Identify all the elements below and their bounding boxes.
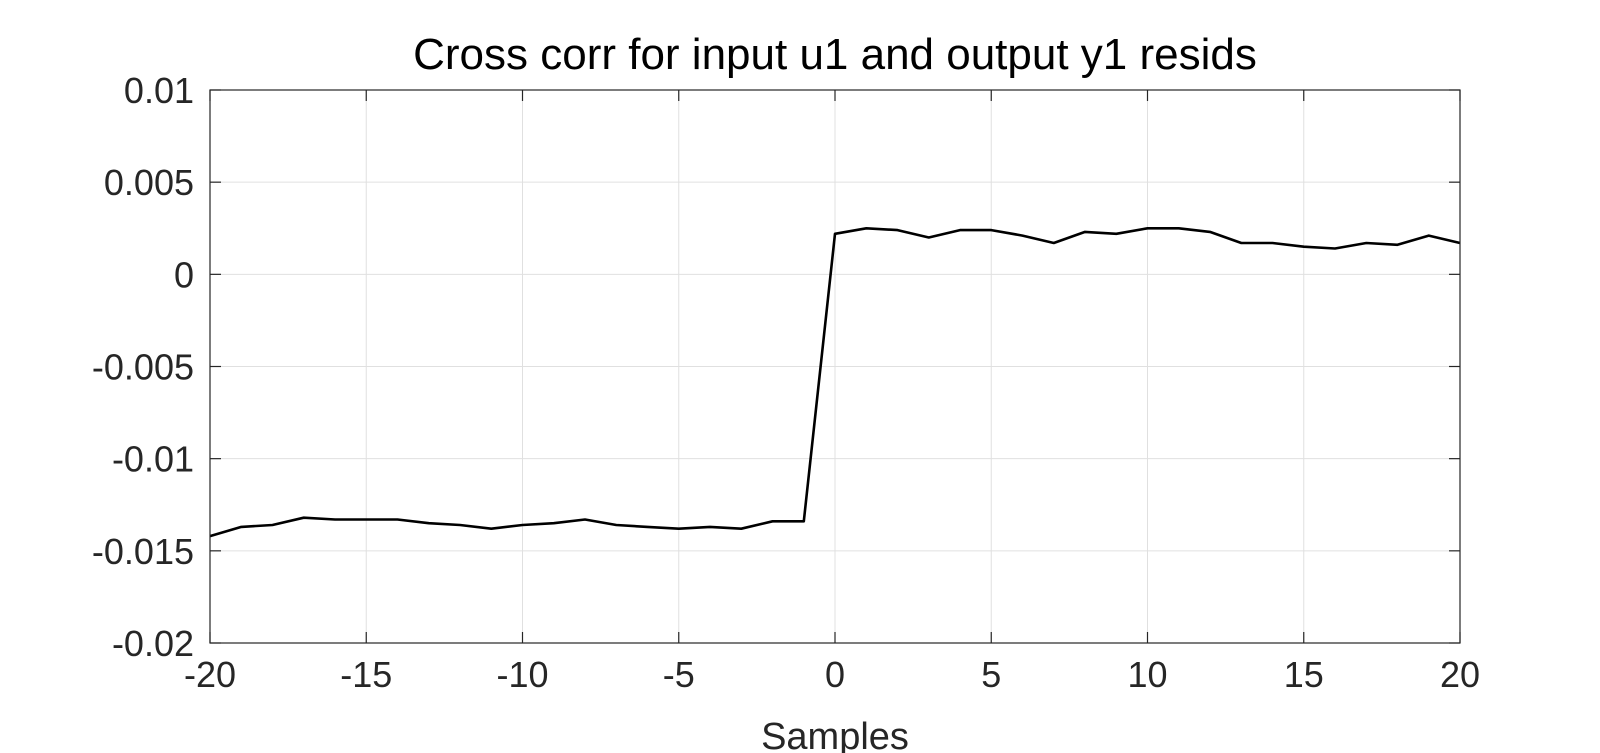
x-tick-label: 15	[1284, 654, 1324, 695]
x-tick-label: -15	[340, 654, 392, 695]
x-tick-label: 20	[1440, 654, 1480, 695]
x-axis-label: Samples	[761, 716, 909, 753]
y-tick-label: 0	[174, 254, 194, 295]
y-tick-label: -0.02	[112, 623, 194, 664]
series-line	[209, 227, 1461, 538]
y-tick-label: -0.005	[92, 347, 194, 388]
y-tick-label: -0.015	[92, 531, 194, 572]
chart-title: Cross corr for input u1 and output y1 re…	[413, 30, 1257, 79]
axis-ticks: -20 -15 -10 -5 0 5 10 15 20 0.01 0.005 0 -0.005 -0.01…	[92, 70, 1480, 695]
x-tick-label: 0	[825, 654, 845, 695]
y-tick-label: -0.01	[112, 439, 194, 480]
x-tick-label: -5	[663, 654, 695, 695]
y-tick-label: 0.005	[104, 162, 194, 203]
x-tick-label: 10	[1127, 654, 1167, 695]
grid	[209, 89, 1461, 644]
x-tick-label: 5	[981, 654, 1001, 695]
x-tick-label: -20	[184, 654, 236, 695]
y-tick-label: 0.01	[124, 70, 194, 111]
x-tick-label: -10	[496, 654, 548, 695]
